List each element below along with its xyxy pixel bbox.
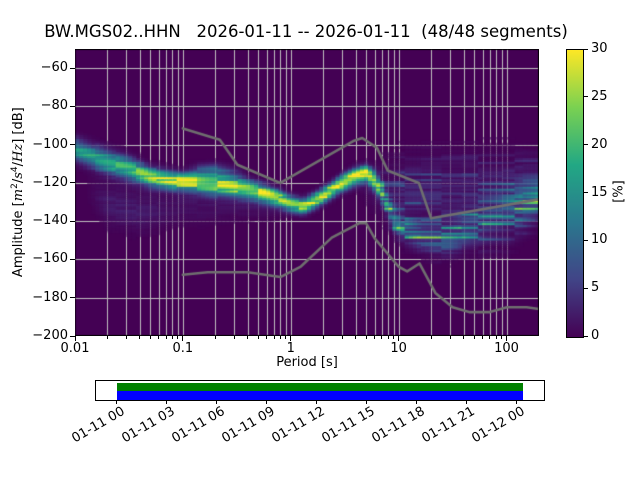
y-tick-mark <box>70 182 75 184</box>
y-tick-mark <box>70 335 75 337</box>
x-minor-tick-mark <box>214 336 216 339</box>
x-minor-tick-mark <box>285 336 287 339</box>
x-minor-tick-mark <box>171 336 173 339</box>
x-minor-tick-mark <box>139 336 141 339</box>
y-tick-mark <box>70 144 75 146</box>
y-tick-label: −120 <box>32 174 68 190</box>
y-tick-mark <box>70 297 75 299</box>
y-tick-label: −180 <box>32 289 68 305</box>
y-tick-mark <box>70 258 75 260</box>
x-tick-mark <box>74 336 76 341</box>
x-minor-tick-mark <box>165 336 167 339</box>
x-minor-tick-mark <box>266 336 268 339</box>
y-tick-label: −60 <box>40 60 68 76</box>
figure-title: BW.MGS02..HHN 2026-01-11 -- 2026-01-11 (… <box>44 22 568 41</box>
colorbar-tick-label: 5 <box>591 280 600 296</box>
colorbar <box>566 49 584 338</box>
coverage-timeline <box>95 380 545 401</box>
colorbar-tick-label: 30 <box>591 41 608 56</box>
x-minor-tick-mark <box>355 336 357 339</box>
x-minor-tick-mark <box>279 336 281 339</box>
colorbar-tick-label: 25 <box>591 88 608 104</box>
x-minor-tick-mark <box>106 336 108 339</box>
x-minor-tick-mark <box>341 336 343 339</box>
colorbar-tick-label: 20 <box>591 136 608 152</box>
timeline-tick-mark <box>516 400 517 404</box>
x-minor-tick-mark <box>149 336 151 339</box>
x-tick-label: 1 <box>286 341 295 356</box>
y-tick-label: −140 <box>32 213 68 229</box>
coverage-bar-top <box>117 382 523 391</box>
timeline-tick-mark <box>416 400 417 404</box>
colorbar-tick-mark <box>584 96 588 98</box>
y-tick-label: −80 <box>40 98 68 114</box>
timeline-tick-mark <box>266 400 267 404</box>
x-minor-tick-mark <box>374 336 376 339</box>
colorbar-tick-mark <box>584 48 588 50</box>
timeline-tick-mark <box>116 400 117 404</box>
x-tick-label: 100 <box>494 341 519 356</box>
y-tick-label: −160 <box>32 251 68 267</box>
x-minor-tick-mark <box>247 336 249 339</box>
colorbar-tick-label: 15 <box>591 184 608 200</box>
x-minor-tick-mark <box>489 336 491 339</box>
colorbar-tick-mark <box>584 144 588 146</box>
x-minor-tick-mark <box>257 336 259 339</box>
colorbar-label: [%] <box>611 180 627 203</box>
colorbar-tick-label: 0 <box>591 328 600 343</box>
y-tick-mark <box>70 67 75 69</box>
x-minor-tick-mark <box>501 336 503 339</box>
x-minor-tick-mark <box>233 336 235 339</box>
timeline-tick-mark <box>216 400 217 404</box>
timeline-tick-mark <box>166 400 167 404</box>
x-minor-tick-mark <box>158 336 160 339</box>
x-axis-label: Period [s] <box>276 355 338 370</box>
x-minor-tick-mark <box>365 336 367 339</box>
x-tick-mark <box>182 336 184 341</box>
x-minor-tick-mark <box>177 336 179 339</box>
x-minor-tick-mark <box>449 336 451 339</box>
timeline-tick-mark <box>366 400 367 404</box>
colorbar-tick-mark <box>584 239 588 241</box>
x-tick-label: 0.1 <box>172 341 194 356</box>
x-minor-tick-mark <box>473 336 475 339</box>
ppsd-heatmap <box>75 49 539 336</box>
y-tick-mark <box>70 105 75 107</box>
x-tick-mark <box>290 336 292 341</box>
x-tick-label: 10 <box>390 341 407 356</box>
x-minor-tick-mark <box>482 336 484 339</box>
x-tick-mark <box>398 336 400 341</box>
x-minor-tick-mark <box>322 336 324 339</box>
timeline-tick-mark <box>316 400 317 404</box>
colorbar-tick-mark <box>584 192 588 193</box>
x-minor-tick-mark <box>381 336 383 339</box>
x-minor-tick-mark <box>430 336 432 339</box>
y-tick-label: −100 <box>32 136 68 152</box>
x-tick-label: 0.01 <box>60 341 90 356</box>
x-minor-tick-mark <box>273 336 275 339</box>
x-tick-mark <box>506 336 508 341</box>
y-tick-mark <box>70 220 75 222</box>
x-minor-tick-mark <box>387 336 389 339</box>
colorbar-tick-label: 10 <box>591 232 608 248</box>
x-minor-tick-mark <box>495 336 497 339</box>
colorbar-tick-mark <box>584 335 588 337</box>
coverage-bar-bottom <box>117 390 523 400</box>
timeline-tick-mark <box>466 400 467 404</box>
x-minor-tick-mark <box>393 336 395 339</box>
x-minor-tick-mark <box>463 336 465 339</box>
y-tick-label: −200 <box>32 328 68 343</box>
x-minor-tick-mark <box>125 336 127 339</box>
colorbar-tick-mark <box>584 287 588 289</box>
